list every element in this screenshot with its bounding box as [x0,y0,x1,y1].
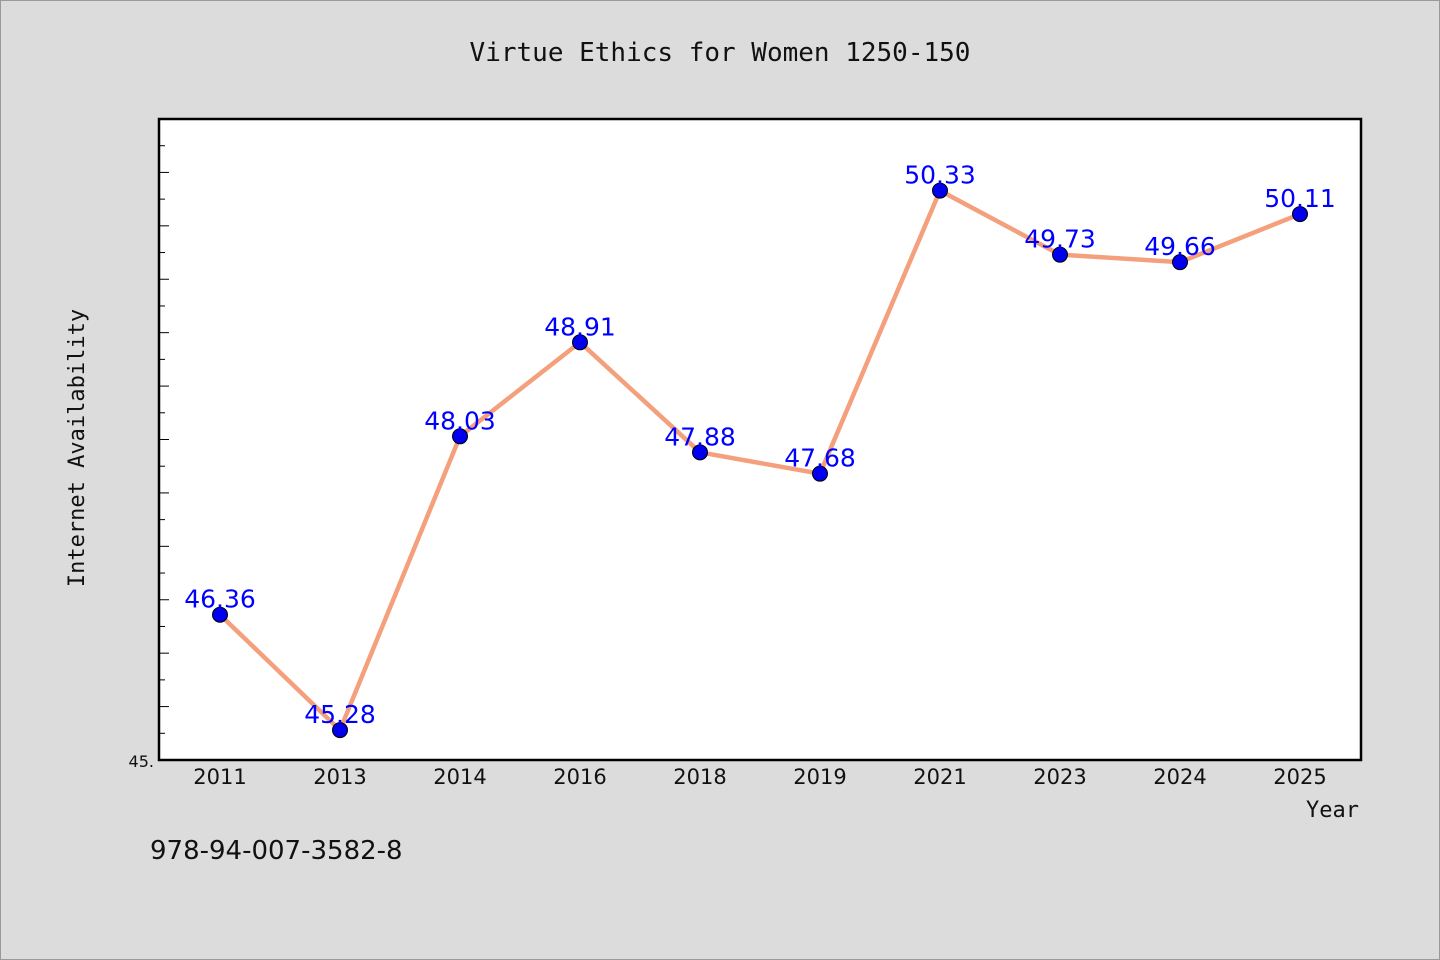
data-label: 48.91 [544,312,616,341]
data-point [932,182,948,199]
y-axis-ticks [159,145,169,734]
y-tick-label: 45. [129,752,154,771]
x-tick-label: 2025 [1273,765,1326,789]
x-tick-label: 2023 [1033,765,1086,789]
data-point [1172,254,1188,271]
isbn-footer: 978-94-007-3582-8 [150,836,403,866]
x-tick-label: 2013 [313,765,366,789]
data-label: 45.28 [304,700,376,729]
x-axis-ticks: 2011 2013 2014 2016 2018 2019 2021 2023 2024 2025 [193,765,1326,789]
data-label: 50.11 [1264,184,1336,213]
data-label: 48.03 [424,406,496,435]
data-point [452,428,468,445]
data-label: 47.68 [784,444,856,473]
data-point [1052,246,1068,263]
x-tick-label: 2019 [793,765,846,789]
plot-area [157,117,1363,762]
x-axis-label: Year [1306,798,1359,823]
x-tick-label: 2024 [1153,765,1206,789]
series-path [217,188,1303,733]
y-axis-label: Internet Availability [65,309,90,587]
data-point [812,465,828,482]
x-tick-label: 2018 [673,765,726,789]
data-label: 46.36 [184,585,256,614]
data-label: 50.33 [904,161,976,190]
data-label: 49.66 [1144,232,1216,261]
x-tick-label: 2021 [913,765,966,789]
data-point [212,606,228,623]
data-point [692,444,708,461]
x-tick-label: 2011 [193,765,246,789]
data-label: 49.73 [1024,225,1096,254]
data-point [1292,206,1308,223]
data-label: 47.88 [664,422,736,451]
data-point [572,334,588,351]
data-point [332,722,348,739]
chart-title: Virtue Ethics for Women 1250-150 [470,38,971,68]
x-tick-label: 2014 [433,765,486,789]
x-tick-label: 2016 [553,765,606,789]
series-line: 46.36 45.28 48.03 48.91 47.88 47.68 50.33 49.73… [184,161,1336,739]
